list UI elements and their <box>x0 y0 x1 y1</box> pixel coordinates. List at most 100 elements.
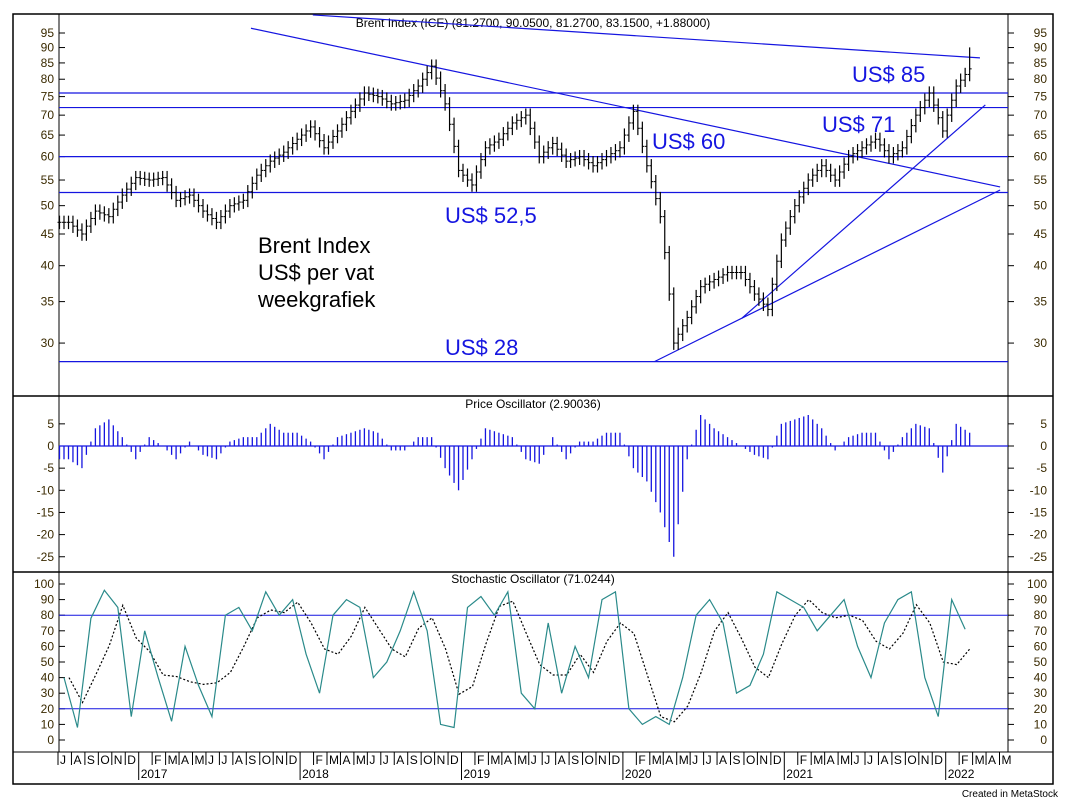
price-tick-label-right: 65 <box>1034 128 1048 142</box>
x-axis-month-label: A <box>396 753 404 767</box>
x-axis-month-label: A <box>880 753 888 767</box>
stochastic-tick-label-right: 40 <box>1034 671 1048 685</box>
x-axis-month-label: M <box>1002 753 1012 767</box>
price-tick-label-right: 85 <box>1034 56 1048 70</box>
x-axis-month-label: O <box>746 753 755 767</box>
x-axis-month-label: S <box>894 753 902 767</box>
oscillator-panel-title: Price Oscillator (2.90036) <box>465 397 600 411</box>
stochastic-tick-label-right: 50 <box>1034 655 1048 669</box>
price-tick-label-right: 55 <box>1034 173 1048 187</box>
trendline <box>312 14 980 59</box>
stochastic-tick-label-left: 50 <box>41 655 55 669</box>
stochastic-tick-label-left: 80 <box>41 608 55 622</box>
x-axis-month-label: D <box>773 753 782 767</box>
x-axis-month-label: M <box>813 753 823 767</box>
price-tick-label-right: 95 <box>1034 26 1048 40</box>
x-axis-month-label: N <box>114 753 123 767</box>
x-axis-year-label: 2022 <box>948 767 975 781</box>
trendline <box>741 104 986 319</box>
price-tick-label-left: 40 <box>41 259 55 273</box>
x-axis-month-label: O <box>423 753 432 767</box>
x-axis-month-label: F <box>154 753 161 767</box>
note-line-3: weekgrafiek <box>258 287 376 312</box>
x-axis-month-label: N <box>921 753 930 767</box>
x-axis-month-label: F <box>800 753 807 767</box>
oscillator-tick-label-left: -25 <box>37 550 55 564</box>
x-axis-month-label: F <box>961 753 968 767</box>
x-axis-month-label: N <box>275 753 284 767</box>
x-axis-month-label: J <box>383 753 389 767</box>
x-axis-month-label: J <box>692 753 698 767</box>
oscillator-tick-label-left: -15 <box>37 505 55 519</box>
price-tick-label-left: 80 <box>41 72 55 86</box>
x-axis-month-label: A <box>988 753 996 767</box>
x-axis-year-label: 2019 <box>464 767 491 781</box>
x-axis-month-label: D <box>611 753 620 767</box>
x-axis-month-label: M <box>490 753 500 767</box>
x-axis-month-label: A <box>504 753 512 767</box>
annotation-85: US$ 85 <box>852 62 926 87</box>
note-line-2: US$ per vat <box>258 260 375 285</box>
oscillator-tick-label-left: 5 <box>47 417 54 431</box>
price-tick-label-left: 65 <box>41 128 55 142</box>
x-axis-month-label: A <box>235 753 243 767</box>
stochastic-tick-label-right: 100 <box>1027 577 1047 591</box>
x-axis-month-label: S <box>87 753 95 767</box>
stochastic-tick-label-left: 10 <box>41 717 55 731</box>
stochastic-tick-label-right: 70 <box>1034 624 1048 638</box>
oscillator-tick-label-right: -25 <box>1030 550 1048 564</box>
x-axis-month-label: A <box>719 753 727 767</box>
x-axis-month-label: J <box>369 753 375 767</box>
stochastic-tick-label-right: 0 <box>1040 733 1047 747</box>
x-axis-month-label: S <box>410 753 418 767</box>
x-axis-month-label: J <box>706 753 712 767</box>
oscillator-tick-label-left: -10 <box>37 483 55 497</box>
price-tick-label-left: 75 <box>41 90 55 104</box>
x-axis-month-label: O <box>100 753 109 767</box>
stochastic-tick-label-left: 40 <box>41 671 55 685</box>
x-axis-month-label: N <box>437 753 446 767</box>
x-axis-month-label: N <box>598 753 607 767</box>
x-axis-month-label: A <box>181 753 189 767</box>
oscillator-tick-label-left: 0 <box>47 439 54 453</box>
x-axis-month-label: S <box>571 753 579 767</box>
oscillator-tick-label-left: -5 <box>43 461 54 475</box>
stochastic-tick-label-left: 70 <box>41 624 55 638</box>
oscillator-tick-label-right: 5 <box>1040 417 1047 431</box>
x-axis-month-label: N <box>759 753 768 767</box>
price-tick-label-right: 35 <box>1034 295 1048 309</box>
annotation-28: US$ 28 <box>445 335 519 360</box>
x-axis-month-label: J <box>208 753 214 767</box>
x-axis-year-label: 2017 <box>141 767 168 781</box>
price-panel-title: Brent Index (ICE) (81.2700, 90.0500, 81.… <box>356 16 711 30</box>
oscillator-tick-label-left: -20 <box>37 528 55 542</box>
outer-frame <box>12 13 1054 785</box>
x-axis-year-label: 2021 <box>786 767 813 781</box>
stochastic-tick-label-right: 20 <box>1034 702 1048 716</box>
stochastic-tick-label-left: 0 <box>47 733 54 747</box>
stochastic-panel-title: Stochastic Oscillator (71.0244) <box>451 572 614 586</box>
x-axis-month-label: J <box>544 753 550 767</box>
oscillator-tick-label-right: -5 <box>1036 461 1047 475</box>
x-axis-month-label: O <box>585 753 594 767</box>
x-axis-month-label: J <box>60 753 66 767</box>
x-axis-month-label: M <box>195 753 205 767</box>
price-tick-label-right: 75 <box>1034 90 1048 104</box>
x-axis-month-label: D <box>450 753 459 767</box>
annotation-52-5: US$ 52,5 <box>445 203 537 228</box>
annotation-60: US$ 60 <box>652 129 726 154</box>
annotation-71: US$ 71 <box>822 112 896 137</box>
oscillator-tick-label-right: 0 <box>1040 439 1047 453</box>
price-tick-label-right: 70 <box>1034 108 1048 122</box>
price-tick-label-left: 95 <box>41 26 55 40</box>
stochastic-tick-label-left: 60 <box>41 639 55 653</box>
x-axis-month-label: J <box>867 753 873 767</box>
note-line-1: Brent Index <box>258 233 371 258</box>
stochastic-tick-label-left: 30 <box>41 686 55 700</box>
price-tick-label-left: 60 <box>41 150 55 164</box>
price-tick-label-right: 80 <box>1034 72 1048 86</box>
trendline <box>250 27 1001 188</box>
x-axis-month-label: M <box>679 753 689 767</box>
price-tick-label-left: 30 <box>41 336 55 350</box>
